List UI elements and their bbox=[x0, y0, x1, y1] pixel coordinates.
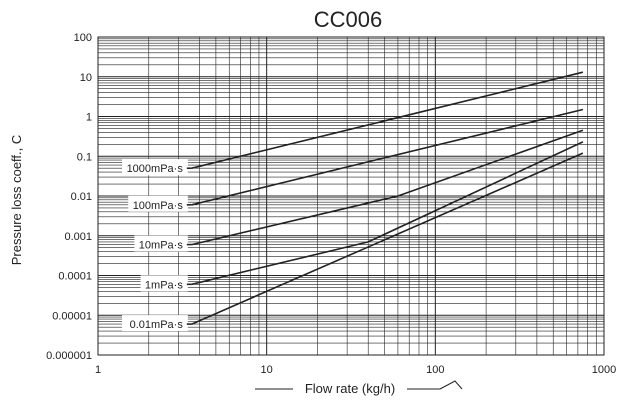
series-label-text: 1mPa·s bbox=[145, 279, 183, 291]
series-line-0 bbox=[191, 71, 584, 169]
y-tick-labels: 0.000001 0.00001 0.0001 0.001 0.01 0.1 1 10 100 bbox=[46, 32, 92, 362]
y-tick-label: 0.01 bbox=[71, 191, 92, 203]
series-label-4: 0.01mPa·s bbox=[122, 315, 192, 332]
x-tick-label: 1 bbox=[95, 364, 101, 376]
x-tick-label: 100 bbox=[426, 364, 444, 376]
series-line-1 bbox=[191, 108, 584, 206]
y-tick-label: 0.000001 bbox=[46, 350, 92, 362]
chart-title: CC006 bbox=[314, 7, 382, 32]
y-tick-label: 10 bbox=[80, 72, 92, 84]
series-label-1: 100mPa·s bbox=[128, 195, 192, 212]
series-line-3 bbox=[191, 141, 584, 286]
flow-direction-arrow-icon bbox=[439, 380, 463, 390]
y-axis-label: Pressure loss coeff., C bbox=[9, 135, 24, 266]
series-label-3: 1mPa·s bbox=[140, 275, 192, 292]
x-tick-labels: 1 10 100 1000 bbox=[95, 364, 616, 376]
series-label-text: 10mPa·s bbox=[139, 240, 184, 252]
y-tick-label: 1 bbox=[86, 112, 92, 124]
series-label-2: 10mPa·s bbox=[134, 235, 192, 252]
x-axis-label-group: Flow rate (kg/h) bbox=[255, 380, 463, 396]
series-labels: 1000mPa·s 100mPa·s 10mPa·s 1mPa·s 0.01mPa·s bbox=[122, 159, 192, 332]
series-label-bg bbox=[134, 235, 188, 252]
series-label-text: 1000mPa·s bbox=[127, 163, 184, 175]
y-tick-label: 100 bbox=[74, 32, 92, 44]
series-label-text: 0.01mPa·s bbox=[130, 319, 184, 331]
series-lines bbox=[191, 71, 584, 325]
x-axis-label: Flow rate (kg/h) bbox=[305, 381, 395, 396]
x-tick-label: 1000 bbox=[592, 364, 616, 376]
y-tick-label: 0.00001 bbox=[52, 310, 92, 322]
plot-frame bbox=[97, 36, 605, 356]
x-tick-label: 10 bbox=[261, 364, 273, 376]
series-label-text: 100mPa·s bbox=[133, 200, 184, 212]
series-label-bg bbox=[122, 315, 188, 332]
series-label-bg bbox=[128, 195, 188, 212]
series-label-0: 1000mPa·s bbox=[122, 159, 192, 176]
series-line-4 bbox=[191, 152, 584, 325]
y-tick-label: 0.0001 bbox=[58, 271, 92, 283]
series-line-2 bbox=[191, 129, 584, 246]
y-tick-label: 0.1 bbox=[77, 151, 92, 163]
y-tick-label: 0.001 bbox=[64, 231, 92, 243]
series-label-bg bbox=[140, 275, 188, 292]
series-label-bg bbox=[122, 159, 188, 176]
